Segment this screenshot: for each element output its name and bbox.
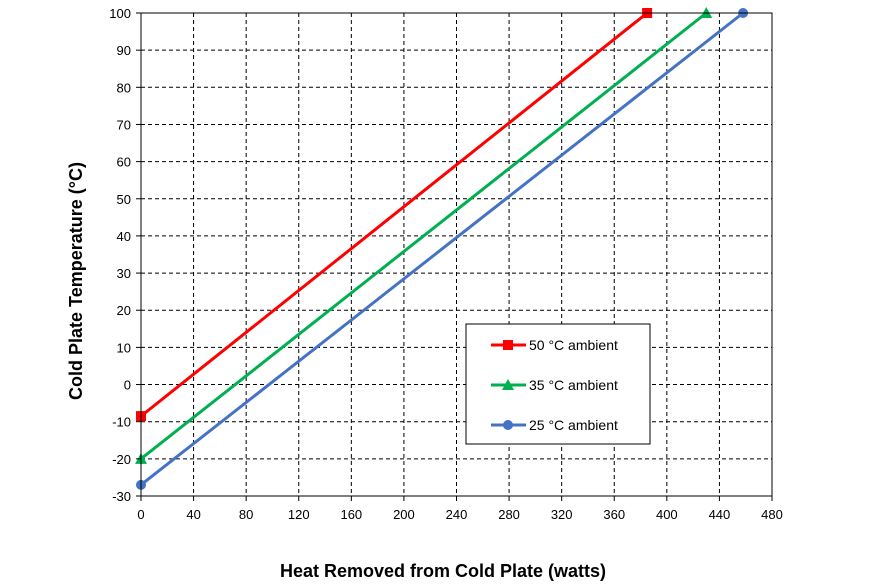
y-axis-title: Cold Plate Temperature (°C): [66, 162, 86, 400]
x-tick-label: 360: [603, 507, 625, 522]
y-tick-label: -30: [112, 489, 131, 504]
x-tick-label: 280: [498, 507, 520, 522]
y-tick-label: 30: [117, 266, 131, 281]
x-tick-label: 400: [656, 507, 678, 522]
series-line: [140, 11, 708, 461]
x-axis-title: Heat Removed from Cold Plate (watts): [280, 561, 606, 581]
y-tick-label: 80: [117, 80, 131, 95]
series-layer: [135, 7, 749, 490]
x-tick-label: 0: [137, 507, 144, 522]
legend-item: 25 °C ambient: [491, 417, 618, 433]
x-tick-label: 40: [186, 507, 200, 522]
legend-marker: [502, 379, 514, 390]
x-tick-label: 120: [288, 507, 310, 522]
y-tick-label: 20: [117, 303, 131, 318]
legend-label: 50 °C ambient: [529, 337, 618, 353]
series-2: [136, 8, 749, 490]
gridlines: [141, 13, 772, 496]
legend-item: 50 °C ambient: [491, 337, 618, 353]
x-tick-label: 160: [340, 507, 362, 522]
x-tick-label: 80: [239, 507, 253, 522]
x-tick-label: 200: [393, 507, 415, 522]
y-tick-label: 50: [117, 192, 131, 207]
tick-labels: 0 40 80 120 160 200 240 280 320 360 400 440 480-30-2…: [109, 6, 783, 522]
y-tick-label: 100: [109, 6, 131, 21]
x-tick-label: 240: [446, 507, 468, 522]
legend: 50 °C ambient 35 °C ambient 25 °C ambient: [465, 323, 651, 445]
legend-label: 35 °C ambient: [529, 377, 618, 393]
series-line: [140, 11, 649, 418]
series-line: [140, 11, 745, 487]
y-tick-label: 60: [117, 155, 131, 170]
y-tick-label: 0: [124, 378, 131, 393]
legend-marker: [503, 420, 513, 430]
x-tick-label: 440: [709, 507, 731, 522]
legend-item: 35 °C ambient: [491, 377, 618, 393]
x-tick-label: 480: [761, 507, 783, 522]
y-tick-label: 40: [117, 229, 131, 244]
legend-label: 25 °C ambient: [529, 417, 618, 433]
y-tick-label: -20: [112, 452, 131, 467]
legend-marker: [503, 340, 513, 350]
y-tick-label: -10: [112, 415, 131, 430]
y-tick-label: 90: [117, 43, 131, 58]
x-tick-label: 320: [551, 507, 573, 522]
y-tick-label: 70: [117, 117, 131, 132]
y-tick-label: 10: [117, 340, 131, 355]
